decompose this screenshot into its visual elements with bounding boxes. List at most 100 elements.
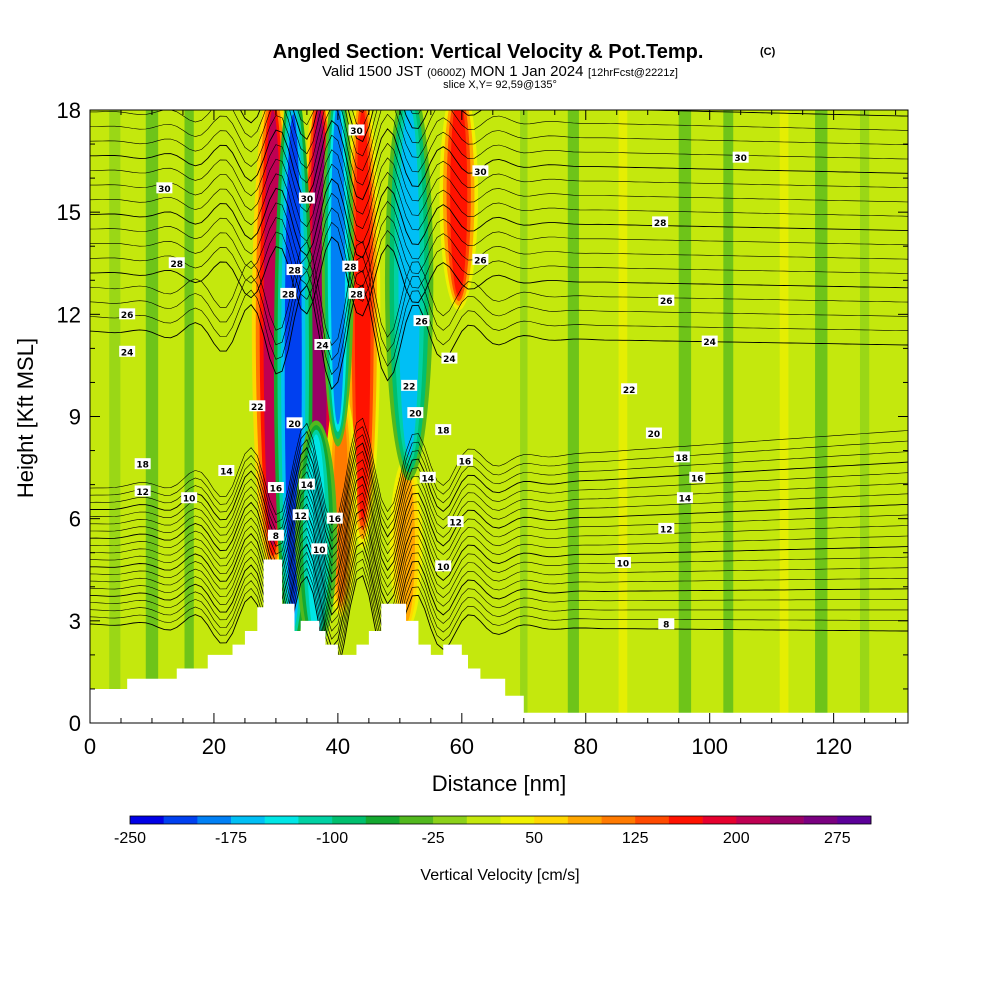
colorbar-segment (231, 816, 266, 824)
contour-label-text: 14 (679, 495, 692, 505)
contour-label-text: 16 (329, 515, 342, 525)
valid-time-line: Valid 1500 JST (0600Z) MON 1 Jan 2024 [1… (322, 63, 678, 80)
contour-label-bg (456, 454, 473, 466)
contour-label-text: 8 (273, 532, 279, 542)
colorbar-segment (163, 816, 198, 824)
contour-label-bg (181, 492, 198, 504)
contour-label-bg (280, 287, 297, 299)
contour-label: 16 (326, 512, 343, 525)
colorbar-label: 275 (824, 830, 851, 847)
theta-contour-line (90, 134, 908, 215)
contour-label-bg (156, 182, 173, 194)
theta-contour-line (90, 533, 908, 640)
contour-label-bg (168, 257, 185, 269)
x-tick-label: 40 (326, 734, 350, 759)
colorbar-segment (500, 816, 535, 824)
contour-label-text: 10 (313, 546, 326, 556)
contour-label-text: 22 (251, 403, 264, 413)
valid-zulu: (0600Z) (427, 67, 466, 79)
contour-label: 12 (658, 522, 675, 535)
theta-contour-line (306, 110, 365, 113)
contour-label-bg (441, 352, 458, 364)
contour-label-bg (472, 165, 489, 177)
x-axis-label: Distance [nm] (432, 771, 567, 796)
contour-label: 16 (689, 471, 706, 484)
updraft-band (450, 110, 468, 297)
contour-label-text: 28 (344, 263, 357, 273)
contour-label: 16 (456, 454, 473, 467)
contour-label-text: 30 (158, 185, 171, 195)
downdraft-band (398, 110, 420, 457)
valid-date: MON 1 Jan 2024 (470, 63, 583, 80)
theta-contour-line (90, 442, 908, 551)
contour-label: 22 (401, 379, 418, 392)
colorbar: -250 -175 -100 -25 50 125 200 275 (114, 815, 872, 847)
contour-label-text: 24 (703, 338, 716, 348)
colorbar-segment (567, 816, 602, 824)
contour-label-bg (401, 379, 418, 391)
contour-label: 20 (407, 407, 424, 420)
contour-label-bg (732, 151, 749, 163)
contour-label-bg (614, 556, 631, 568)
contour-label-text: 16 (691, 474, 704, 484)
contour-label-text: 16 (270, 485, 283, 495)
contour-label-bg (134, 458, 151, 470)
colorbar-segment (769, 816, 804, 824)
theta-contour-line (90, 110, 908, 186)
contour-label-bg (621, 383, 638, 395)
colorbar-label: -25 (422, 830, 445, 847)
contour-label-text: 30 (301, 195, 314, 205)
contour-label-text: 26 (121, 311, 134, 321)
y-tick-label: 12 (57, 302, 81, 327)
contour-label: 28 (286, 264, 303, 277)
contour-label-text: 30 (474, 168, 487, 178)
theta-contour-line (90, 93, 908, 98)
axes: 0 20 40 60 80 100 120 0 3 6 9 12 15 18 (57, 98, 908, 759)
valid-prefix: Valid 1500 JST (322, 63, 423, 80)
contour-label-text: 18 (437, 427, 450, 437)
colorbar-segment (635, 816, 670, 824)
theta-contour-line (90, 163, 908, 244)
contour-label: 14 (298, 478, 315, 491)
contour-label-bg (645, 427, 662, 439)
colorbar-segment (534, 816, 569, 824)
theta-contour-line (90, 192, 908, 273)
theta-contour-line (90, 492, 908, 600)
contour-label-text: 10 (183, 495, 196, 505)
contour-label-text: 20 (288, 420, 301, 430)
contour-label-bg (286, 264, 303, 276)
contour-label-bg (658, 522, 675, 534)
y-tick-label: 15 (57, 200, 81, 225)
contour-label: 10 (181, 492, 198, 505)
contour-label: 30 (156, 182, 173, 195)
x-tick-label: 80 (574, 734, 598, 759)
contour-label: 18 (435, 424, 452, 437)
theta-contour-line (90, 574, 908, 681)
contour-label: 28 (652, 216, 669, 229)
contour-label-bg (267, 529, 284, 541)
y-tick-label: 9 (69, 405, 81, 430)
colorbar-label: 125 (622, 830, 649, 847)
colorbar-segment (365, 816, 400, 824)
theta-contour-line (90, 178, 908, 259)
contour-label-text: 14 (220, 467, 233, 477)
theta-contour-line (90, 417, 908, 526)
contour-label-bg (298, 478, 315, 490)
contour-label-bg (689, 471, 706, 483)
contour-label-bg (447, 516, 464, 528)
colorbar-segment (702, 816, 737, 824)
theta-contour-line (90, 525, 908, 632)
contour-label-text: 8 (663, 621, 669, 631)
contour-label-bg (298, 192, 315, 204)
contour-label: 24 (314, 338, 331, 351)
field-streak (567, 110, 579, 723)
contour-label-bg (472, 253, 489, 265)
contour-label-text: 14 (421, 474, 434, 484)
field-streak (221, 110, 232, 723)
theta-contour-line (90, 236, 908, 317)
field-streak (109, 110, 121, 723)
colorbar-segment (803, 816, 838, 824)
contour-label-text: 18 (676, 454, 689, 464)
contour-label: 20 (645, 427, 662, 440)
